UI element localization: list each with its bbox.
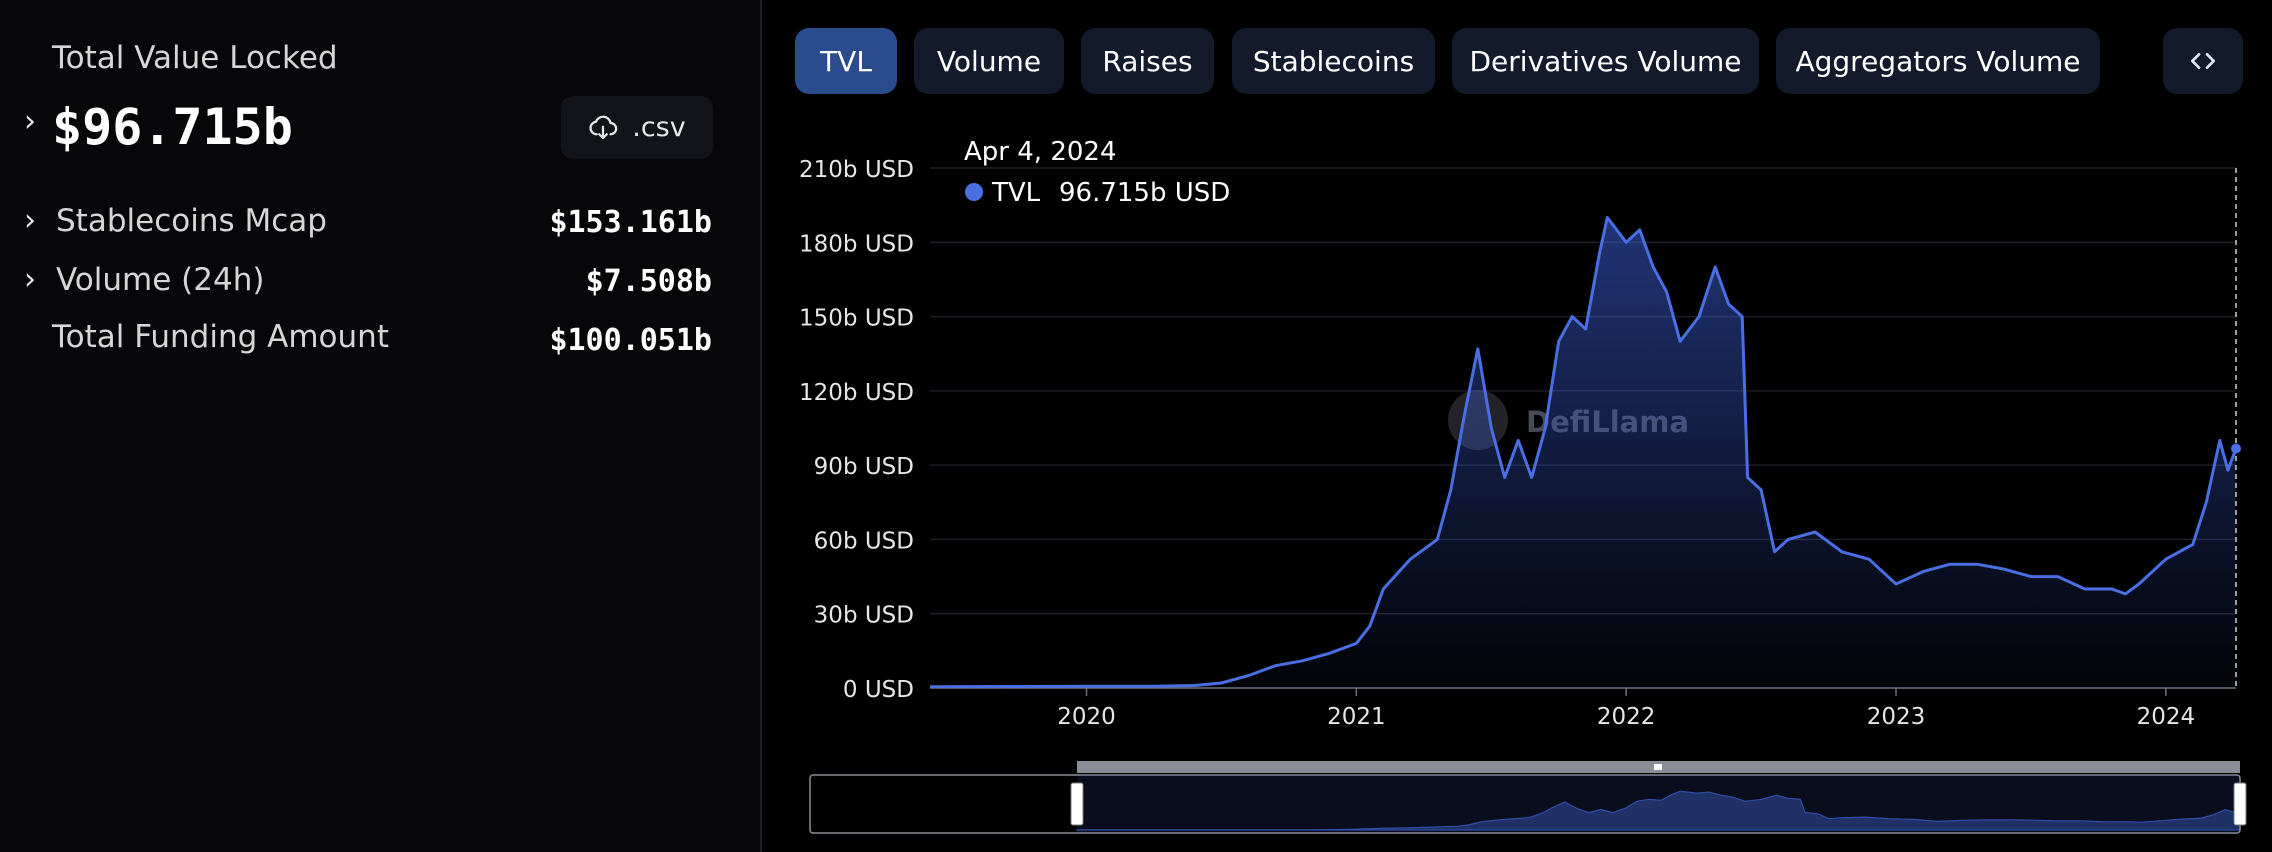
tab[interactable]: TVL	[795, 28, 897, 94]
row-value: $153.161b	[549, 205, 712, 240]
y-tick-label: 30b USD	[814, 603, 914, 629]
brush-grip	[1654, 764, 1662, 770]
tooltip-dot	[965, 183, 983, 201]
row-value: $100.051b	[549, 323, 712, 358]
x-tick-label: 2024	[2137, 704, 2196, 730]
tab[interactable]: Raises	[1081, 28, 1214, 94]
expand-icon[interactable]: ›	[24, 104, 36, 139]
area	[930, 217, 2236, 688]
y-tick-label: 120b USD	[799, 380, 914, 406]
x-tick-label: 2020	[1057, 704, 1116, 730]
line	[929, 216, 2238, 689]
tooltip-date: Apr 4, 2024	[964, 137, 1116, 167]
legend-name: TVL	[991, 178, 1041, 208]
row-label[interactable]: Volume (24h)	[56, 262, 265, 298]
tvl-label: Total Value Locked	[52, 40, 338, 76]
row-value: $7.508b	[585, 264, 712, 299]
tab[interactable]: Volume	[914, 28, 1064, 94]
csv-button[interactable]: .csv	[561, 96, 713, 159]
brush-handle	[2233, 782, 2247, 826]
brush-handle	[1070, 782, 1084, 826]
y-tick-label: 150b USD	[799, 306, 914, 332]
embed-button[interactable]	[2163, 28, 2243, 94]
y-tick-label: 210b USD	[799, 157, 914, 183]
embed-icon	[2191, 52, 2215, 69]
chart: 0 USD 30b USD 60b USD 90b USD 120b USD 150b U…	[799, 137, 2247, 834]
tab[interactable]: Derivatives Volume	[1452, 28, 1759, 94]
expand-icon[interactable]: ›	[24, 203, 36, 238]
x-tick-label: 2023	[1867, 704, 1926, 730]
x-tick-label: 2022	[1597, 704, 1656, 730]
x-tick-label: 2021	[1327, 704, 1386, 730]
tab[interactable]: Aggregators Volume	[1776, 28, 2100, 94]
focus-point	[2231, 443, 2241, 454]
tooltip-value: 96.715b USD	[1059, 178, 1230, 208]
y-tick-label: 60b USD	[814, 528, 914, 554]
y-tick-label: 90b USD	[814, 454, 914, 480]
tab[interactable]: Stablecoins	[1232, 28, 1435, 94]
csv-label: .csv	[632, 112, 686, 143]
y-tick-label: 0 USD	[843, 677, 914, 703]
brush-window	[1077, 775, 2240, 833]
tvl-value: $96.715b	[52, 98, 293, 156]
row-label[interactable]: Stablecoins Mcap	[56, 203, 327, 239]
download-icon	[589, 115, 618, 139]
row-label: Total Funding Amount	[52, 319, 389, 355]
y-tick-label: 180b USD	[799, 231, 914, 257]
overview-area	[1076, 790, 2241, 831]
summary-panel: Total Value Locked › $96.715b .csv › Sta…	[0, 0, 762, 852]
expand-icon[interactable]: ›	[24, 262, 36, 297]
